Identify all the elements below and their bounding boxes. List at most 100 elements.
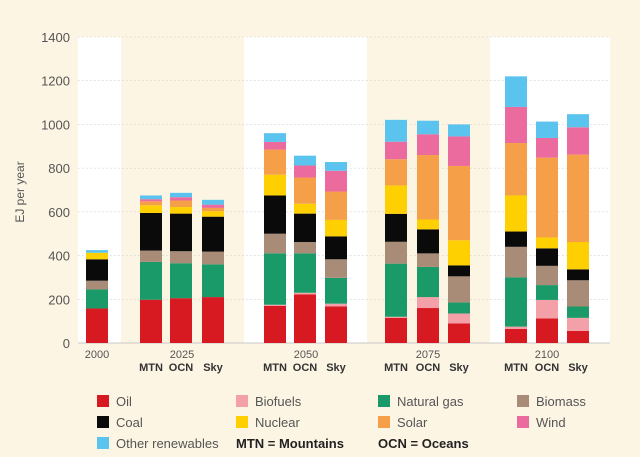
- x-year-label-2050: 2050: [294, 349, 318, 361]
- legend-swatch-biomass: [517, 395, 529, 407]
- bar-2025-mtn-wind: [140, 199, 162, 202]
- bar-2100-sky-oil: [567, 330, 589, 343]
- x-scenario-label-2075-ocn: OCN: [416, 362, 441, 374]
- bar-2025-sky-oil: [202, 297, 224, 343]
- bar-2075-mtn-wind: [385, 141, 407, 160]
- y-axis-title: EJ per year: [13, 161, 27, 222]
- bar-2100-ocn-biomass: [536, 265, 558, 286]
- bar-2075-ocn-nuclear: [417, 219, 439, 230]
- bar-2025-ocn-solar: [170, 200, 192, 208]
- bar-2075-ocn-other-renewables: [417, 120, 439, 135]
- bar-2100-sky-wind: [567, 127, 589, 155]
- bar-2100-sky-biofuels: [567, 317, 589, 331]
- bar-2050-sky-other-renewables: [325, 162, 347, 171]
- bar-2075-mtn-biomass: [385, 241, 407, 264]
- bar-2100-mtn-oil: [505, 328, 527, 343]
- bar-2075-ocn-biofuels: [417, 297, 439, 309]
- x-labels: 2000 2025 MTN OCN Sky 2050 MTN OCN Sky 2075 MTN OCN…: [85, 349, 589, 374]
- legend-label-wind: Wind: [536, 415, 566, 430]
- bar-2025-mtn-biomass: [140, 250, 162, 262]
- bar-segments: [86, 76, 589, 343]
- bar-2000-coal: [86, 259, 108, 281]
- bar-2050-mtn-oil: [264, 305, 286, 343]
- legend-swatch-coal: [97, 416, 109, 428]
- bar-2025-ocn-nuclear: [170, 207, 192, 214]
- x-year-label-2000: 2000: [85, 349, 109, 361]
- legend-label-biofuels: Biofuels: [255, 394, 302, 409]
- bar-2050-sky-oil: [325, 306, 347, 343]
- bar-2075-sky-biomass: [448, 276, 470, 303]
- bar-2075-ocn-natural-gas: [417, 266, 439, 298]
- bar-2075-mtn-natural-gas: [385, 263, 407, 317]
- bar-2025-ocn-other-renewables: [170, 192, 192, 198]
- bar-2050-ocn-nuclear: [294, 203, 316, 214]
- bar-2075-ocn-solar: [417, 155, 439, 220]
- bar-2025-sky-other-renewables: [202, 199, 224, 205]
- bar-2050-sky-biofuels: [325, 303, 347, 307]
- bar-2075-sky-coal: [448, 265, 470, 277]
- y-tick-label-0: 0: [63, 336, 70, 351]
- bar-2075-mtn-solar: [385, 159, 407, 186]
- bar-2050-sky-solar: [325, 191, 347, 220]
- legend-label-biomass: Biomass: [536, 394, 586, 409]
- bar-2025-ocn-oil: [170, 298, 192, 343]
- bar-2100-ocn-oil: [536, 318, 558, 343]
- bar-2100-ocn-solar: [536, 157, 558, 238]
- bar-2000-oil: [86, 308, 108, 343]
- bar-2050-ocn-oil: [294, 294, 316, 343]
- x-scenario-label-2025-ocn: OCN: [169, 362, 194, 374]
- bar-2075-ocn-wind: [417, 134, 439, 156]
- bar-2025-ocn-coal: [170, 213, 192, 252]
- x-scenario-label-2075-mtn: MTN: [384, 362, 408, 374]
- bar-2050-ocn-solar: [294, 177, 316, 204]
- bar-2075-sky-solar: [448, 165, 470, 241]
- bar-2075-mtn-coal: [385, 213, 407, 242]
- x-year-label-2075: 2075: [416, 349, 440, 361]
- bar-2100-ocn-wind: [536, 137, 558, 158]
- bar-2025-mtn-natural-gas: [140, 261, 162, 300]
- bar-2075-sky-other-renewables: [448, 124, 470, 137]
- bar-2050-ocn-other-renewables: [294, 155, 316, 166]
- bar-2100-mtn-wind: [505, 106, 527, 144]
- y-tick-labels: 0 200 400 600 800 1000 1200 1400: [41, 30, 70, 351]
- legend-swatch-solar: [378, 416, 390, 428]
- bar-2025-mtn-solar: [140, 201, 162, 206]
- bar-2050-mtn-coal: [264, 195, 286, 234]
- bar-2025-sky-coal: [202, 216, 224, 252]
- legend-swatch-wind: [517, 416, 529, 428]
- bar-2075-ocn-coal: [417, 229, 439, 254]
- legend-label-coal: Coal: [116, 415, 143, 430]
- x-scenario-label-2025-sky: Sky: [203, 362, 223, 374]
- bar-2050-sky-coal: [325, 236, 347, 260]
- bar-2100-sky-nuclear: [567, 242, 589, 270]
- x-year-label-2100: 2100: [535, 349, 559, 361]
- bar-2100-mtn-other-renewables: [505, 76, 527, 107]
- bar-2075-mtn-nuclear: [385, 185, 407, 214]
- x-scenario-label-2050-ocn: OCN: [293, 362, 318, 374]
- y-tick-label-600: 600: [48, 205, 70, 220]
- bar-2075-sky-oil: [448, 323, 470, 343]
- bar-2100-ocn-natural-gas: [536, 285, 558, 300]
- bar-2075-ocn-oil: [417, 308, 439, 343]
- bar-2100-mtn-nuclear: [505, 195, 527, 232]
- bar-2025-mtn-oil: [140, 299, 162, 343]
- x-scenario-label-2025-mtn: MTN: [139, 362, 163, 374]
- bar-2025-mtn-coal: [140, 212, 162, 251]
- bar-2025-sky-wind: [202, 204, 224, 208]
- bar-2050-mtn-biomass: [264, 233, 286, 254]
- legend-label-oil: Oil: [116, 394, 132, 409]
- bar-2050-sky-wind: [325, 170, 347, 192]
- bar-2050-mtn-other-renewables: [264, 133, 286, 142]
- bar-2100-sky-other-renewables: [567, 114, 589, 128]
- x-scenario-label-2100-ocn: OCN: [535, 362, 560, 374]
- bar-2000-natural-gas: [86, 289, 108, 309]
- x-scenario-label-2050-mtn: MTN: [263, 362, 287, 374]
- bar-2025-mtn-other-renewables: [140, 195, 162, 200]
- bar-2050-ocn-wind: [294, 165, 316, 178]
- bar-2050-mtn-natural-gas: [264, 253, 286, 305]
- y-tick-label-1200: 1200: [41, 74, 70, 89]
- bar-2075-ocn-biomass: [417, 253, 439, 267]
- bar-2100-ocn-coal: [536, 248, 558, 266]
- bar-2025-sky-solar: [202, 207, 224, 212]
